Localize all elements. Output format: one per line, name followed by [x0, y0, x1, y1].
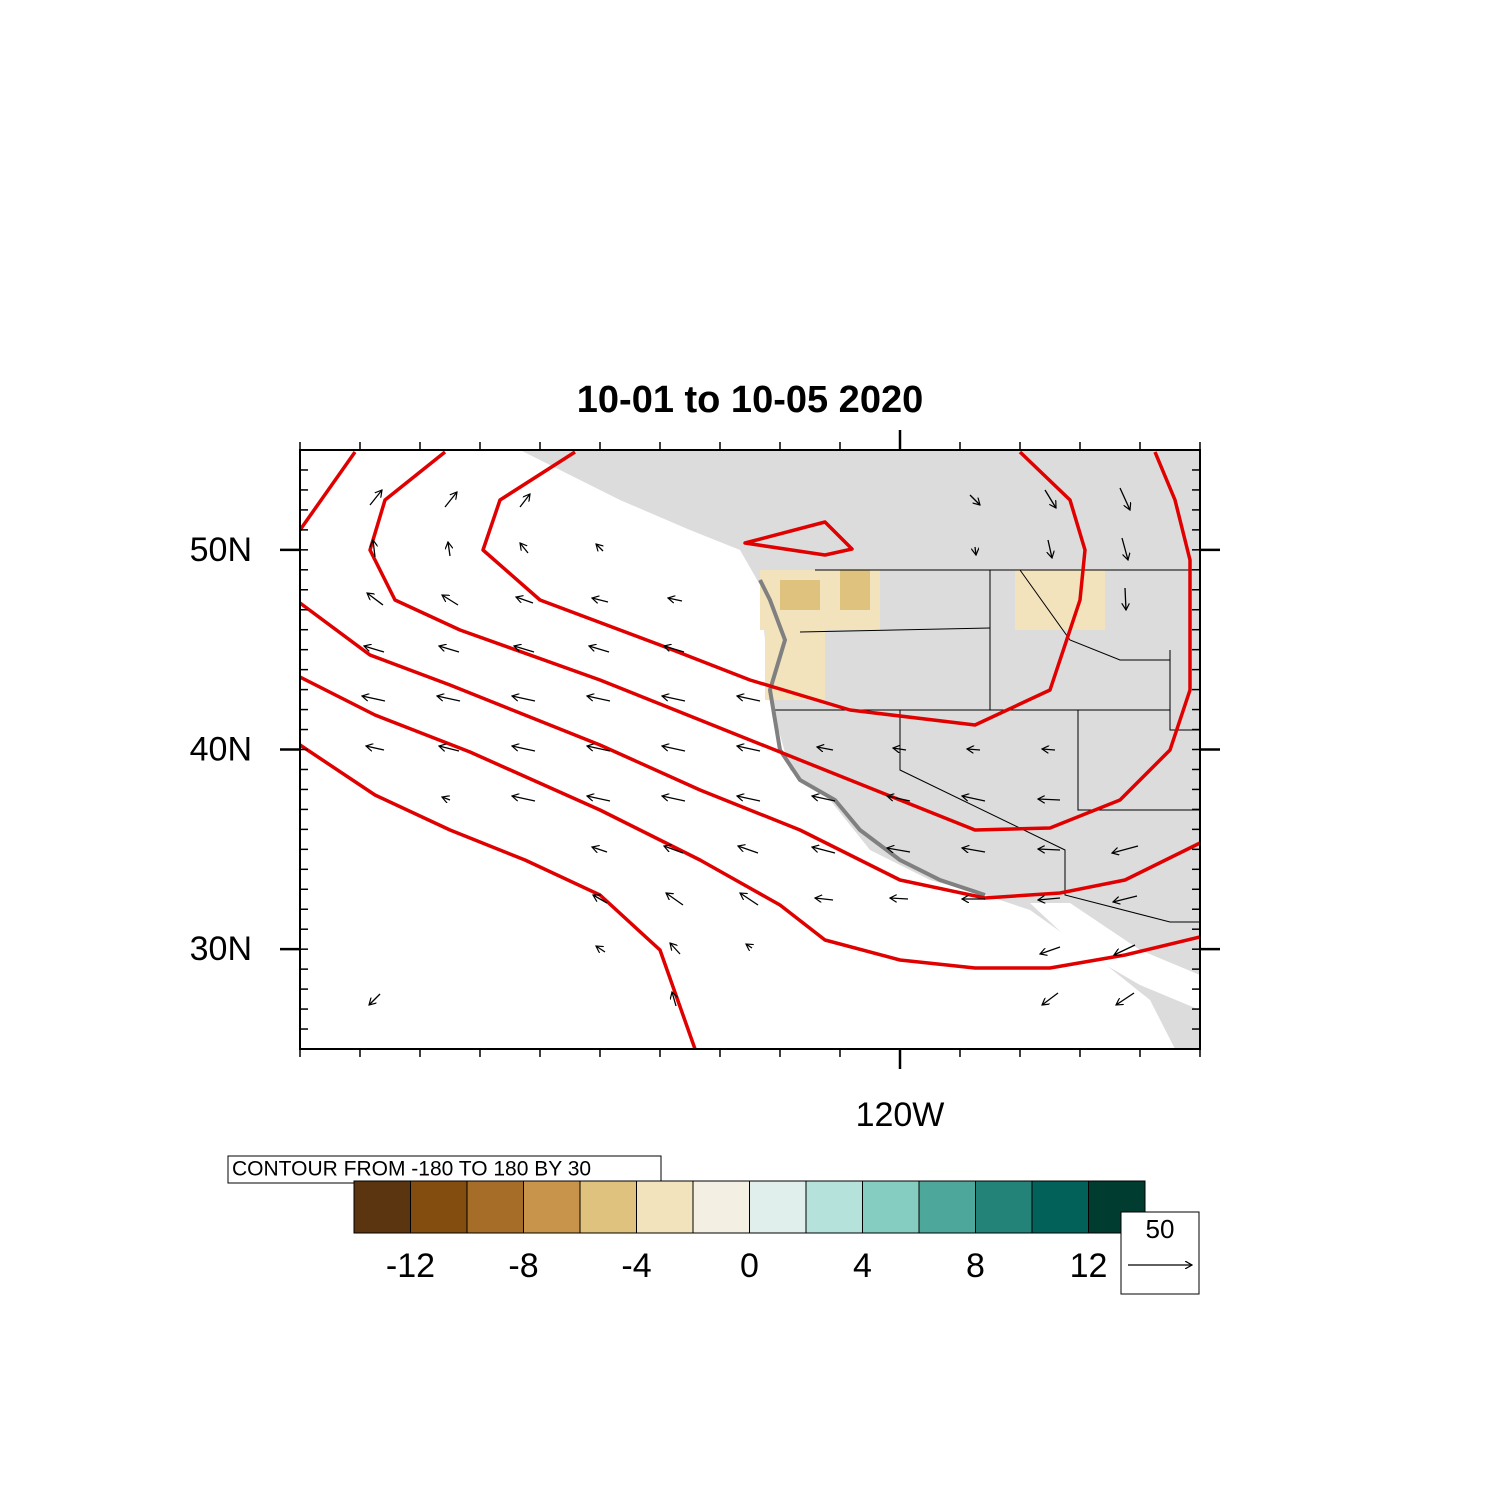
colorbar-label: -12: [386, 1247, 435, 1285]
lat-tick-label: 30N: [190, 930, 252, 968]
colorbar-box: [523, 1180, 581, 1234]
colorbar: -12 -8 -4 0 4 8 12: [353, 1180, 1146, 1285]
colorbar-box: [410, 1180, 468, 1234]
reference-vector-label: 50: [1146, 1214, 1175, 1244]
colorbar-box: [918, 1180, 976, 1234]
contour-info: CONTOUR FROM -180 TO 180 BY 30: [232, 1158, 591, 1181]
reference-vector-box: [1120, 1211, 1200, 1295]
map-area: [300, 450, 1200, 1049]
colorbar-box: [466, 1180, 524, 1234]
lat-tick-label: 50N: [190, 531, 252, 569]
colorbar-box: [636, 1180, 694, 1234]
colorbar-label: -8: [508, 1247, 538, 1285]
colorbar-label: 4: [853, 1247, 872, 1285]
ticks: 50N 40N 30N 120W: [190, 430, 1220, 1134]
contour-info-box: [227, 1155, 662, 1184]
colorbar-box: [353, 1180, 411, 1234]
colorbar-label: -4: [621, 1247, 651, 1285]
contours: [300, 450, 1200, 1049]
wind-vectors: [362, 487, 1139, 1007]
colorbar-box: [749, 1180, 807, 1234]
lat-tick-label: 40N: [190, 730, 252, 768]
colorbar-box: [862, 1180, 920, 1234]
colorbar-label: 12: [1070, 1247, 1108, 1285]
colorbar-box: [692, 1180, 750, 1234]
colorbar-box: [975, 1180, 1033, 1234]
colorbar-box: [805, 1180, 863, 1234]
colorbar-label: 8: [966, 1247, 985, 1285]
lon-tick-label: 120W: [856, 1096, 945, 1134]
colorbar-box: [579, 1180, 637, 1234]
coastline: [758, 579, 986, 897]
borders: [775, 569, 1200, 923]
colorbar-box: [1031, 1180, 1089, 1234]
colorbar-label: 0: [740, 1247, 759, 1285]
title: 10-01 to 10-05 2020: [577, 379, 923, 421]
dry-anomaly-strong: [780, 570, 870, 610]
